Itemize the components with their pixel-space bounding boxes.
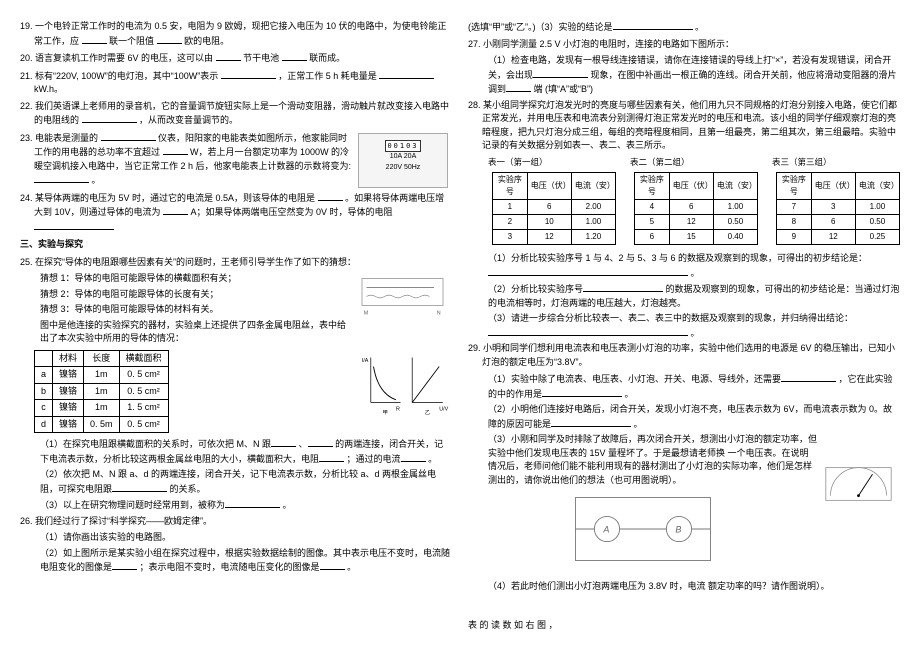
- q20-text-b: 节干电池: [243, 53, 279, 63]
- table2-caption: 表二（第二组）: [620, 156, 758, 169]
- blank: [221, 69, 276, 79]
- q26-sub2: （2）如上图所示是某实验小组在探究过程中，根据实验数据绘制的图像。其中表示电压不…: [20, 547, 452, 575]
- svg-text:B: B: [675, 525, 681, 535]
- blank: [34, 220, 114, 230]
- q19-text-b: 联一个阻值: [109, 36, 154, 46]
- table-row: a镍铬1m0. 5 cm²: [35, 367, 169, 384]
- resistor-circuit-diagram: M N: [355, 274, 450, 319]
- circuit-diagram: A B: [553, 491, 733, 576]
- q20-text: 20. 语言复读机工作时需要 6V 的电压，这可以由: [20, 53, 213, 63]
- left-column: 19. 一个电铃正常工作时的电流为 0.5 安，电阻为 9 欧姆，现把它接入电压…: [12, 20, 460, 631]
- q28-sub1: （1）分析比较实验序号 1 与 4、2 与 5、3 与 6 的数据及观察到的现象…: [468, 252, 900, 280]
- question-28: 28. 某小组同学探究灯泡发光时的亮度与哪些因素有关，他们用九只不同规格的灯泡分…: [468, 99, 900, 153]
- blank: [82, 113, 137, 123]
- data-table-3: 实验序号电压（伏）电流（安） 731.00 860.50 9120.25: [776, 172, 900, 245]
- data-table-1: 实验序号电压（伏）电流（安） 162.00 2101.00 3121.20: [492, 172, 616, 245]
- svg-text:甲: 甲: [383, 409, 388, 416]
- q23-text-d: 。: [92, 175, 101, 185]
- svg-text:I/A: I/A: [362, 358, 369, 364]
- blank: [34, 173, 89, 183]
- blank: [163, 145, 188, 155]
- q21-text-c: kW.h。: [34, 84, 63, 94]
- right-column: (选填“甲”或“乙”。)（3）实验的结论是 。 27. 小刚同学测量 2.5 V…: [460, 20, 908, 631]
- footer-text: 表 的 读 数 如 右 图 ，: [468, 619, 900, 633]
- q29-sub4: （4）若此时他们测出小灯泡两端电压为 3.8V 时，电流 额定功率的吗？请作图说…: [468, 580, 900, 594]
- table-row: c镍铬1m1. 5 cm²: [35, 400, 169, 417]
- q28-sub3: （3）请进一步综合分析比较表一、表二、表三中的数据及观察到的现象，并归纳得出结论…: [468, 312, 900, 340]
- svg-text:N: N: [437, 311, 441, 317]
- blank: [318, 191, 343, 201]
- q25-sub1: （1）在探究电阻跟横截面积的关系时，可依次把 M、N 跟 、 的两端连接，闭合开…: [20, 437, 452, 466]
- meter-digits: 00103: [385, 140, 420, 153]
- ammeter-figure: [821, 435, 896, 505]
- svg-text:乙: 乙: [425, 409, 431, 416]
- table1-caption: 表一（第一组）: [478, 156, 616, 169]
- question-20: 20. 语言复读机工作时需要 6V 的电压，这可以由 节干电池 联而成。: [20, 51, 452, 66]
- q22-text-b: ，从而改变音量调节的。: [139, 115, 238, 125]
- q29-sub1: （1）实验中除了电流表、电压表、小灯泡、开关、电源、导线外，还需要 ，它在此实验…: [468, 372, 900, 401]
- svg-text:U/V: U/V: [439, 406, 448, 412]
- blank: [163, 205, 188, 215]
- q19-text-c: 欧的电阻。: [184, 36, 229, 46]
- question-25: 25. 在探究“导体的电阻跟哪些因素有关”的问题时，王老师引导学生作了如下的猜想…: [20, 256, 452, 270]
- blank: [379, 69, 434, 79]
- table-row: b镍铬1m0. 5 cm²: [35, 383, 169, 400]
- question-27: 27. 小刚同学测量 2.5 V 小灯泡的电阻时，连接的电路如下图所示：: [468, 38, 900, 52]
- meter-line2: 220V 50Hz: [359, 163, 447, 174]
- iv-graph-figure: I/A R 甲 U/V 乙: [360, 352, 450, 417]
- q29-sub2: （2）小明他们连接好电路后，闭合开关，发现小灯泡不亮，电压表示数为 6V，而电流…: [468, 403, 900, 431]
- q25-sub2: （2）依次把 M、N 跟 a、d 的两端连接，闭合开关，记下电流表示数，分析比较…: [20, 468, 452, 496]
- question-21: 21. 标有“220V, 100W”的电灯泡，其中“100W”表示 ，正常工作 …: [20, 69, 452, 97]
- question-26: 26. 我们经过行了探讨“科学探究——欧姆定律”。: [20, 515, 452, 529]
- table3-caption: 表三（第三组）: [762, 156, 900, 169]
- q27-sub1: （1）检查电路，发现有一根导线连接错误，请你在连接错误的导线上打“×”，若没有发…: [468, 54, 900, 97]
- svg-text:M: M: [364, 311, 369, 317]
- r0: (选填“甲”或“乙”。)（3）实验的结论是 。: [468, 20, 900, 35]
- q21-text-b: ，正常工作 5 h 耗电量是: [278, 71, 377, 81]
- th-material: 材料: [53, 350, 84, 367]
- section-3-title: 三、实验与探究: [20, 238, 452, 252]
- th-area: 横截面积: [119, 350, 168, 367]
- svg-text:A: A: [602, 525, 609, 535]
- meter-line1: 10A 20A: [359, 152, 447, 163]
- three-table-row: 表一（第一组） 实验序号电压（伏）电流（安） 162.00 2101.00 31…: [478, 156, 900, 250]
- data-table-2: 实验序号电压（伏）电流（安） 461.00 5120.50 6150.40: [634, 172, 758, 245]
- wire-properties-table: 材料 长度 横截面积 a镍铬1m0. 5 cm² b镍铬1m0. 5 cm² c…: [34, 350, 169, 434]
- q20-text-c: 联而成。: [309, 53, 345, 63]
- q24-text: 24. 某导体两端的电压为 5V 时，通过它的电流是 0.5A，则该导体的电阻是: [20, 193, 315, 203]
- question-22: 22. 我们英语课上老师用的录音机，它的音量调节旋钮实际上是一个滑动变阻器，滑动…: [20, 100, 452, 128]
- q25-sub3: （3）以上在研究物理问题时经常用到，被称为 。: [20, 498, 452, 513]
- question-29: 29. 小明和同学们想利用电流表和电压表测小灯泡的功率，实验中他们选用的电源是 …: [468, 342, 900, 369]
- blank: [282, 51, 307, 61]
- electricity-meter-figure: 00103 10A 20A 220V 50Hz: [358, 133, 448, 188]
- svg-text:R: R: [396, 406, 400, 412]
- q24-text-c: A；如果导体两端电压空然变为 0V 时，导体的电阻: [191, 207, 393, 217]
- blank: [101, 131, 156, 141]
- blank: [82, 34, 107, 44]
- q25-material: 图中是他连接的实验探究的器材，实验桌上还提供了四条金属电阻丝，表中给出了本次实验…: [20, 319, 452, 346]
- th-length: 长度: [84, 350, 120, 367]
- q23-text: 23. 电能表是测量的: [20, 133, 98, 143]
- question-19: 19. 一个电铃正常工作时的电流为 0.5 安，电阻为 9 欧姆，现把它接入电压…: [20, 20, 452, 48]
- q26-sub1: （1）请你画出该实验的电路图。: [20, 531, 452, 545]
- blank: [216, 51, 241, 61]
- question-24: 24. 某导体两端的电压为 5V 时，通过它的电流是 0.5A，则该导体的电阻是…: [20, 191, 452, 235]
- q21-text: 21. 标有“220V, 100W”的电灯泡，其中“100W”表示: [20, 71, 218, 81]
- table-row: d镍铬0. 5m0. 5 cm²: [35, 416, 169, 433]
- q28-sub2: （2）分析比较实验序号 的数据及观察到的现象，可得出的初步结论是：当通过灯泡的电…: [468, 282, 900, 310]
- blank: [157, 34, 182, 44]
